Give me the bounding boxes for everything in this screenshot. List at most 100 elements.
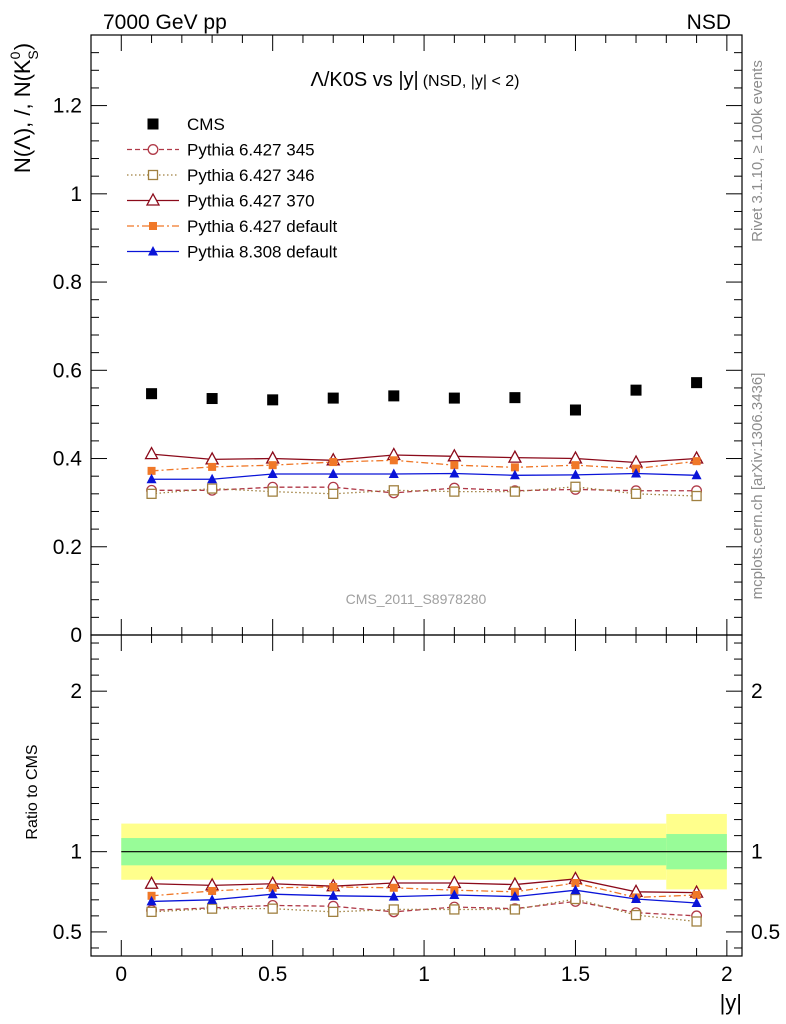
main-point-5-6 [509,469,520,480]
main-point-2-3 [328,488,339,499]
ratio-point-4-9 [691,897,702,908]
main-ytick-label: 0.2 [53,536,82,559]
main-point-4-6 [510,463,519,472]
legend-label-0: CMS [187,115,225,134]
main-point-0-0 [146,388,158,400]
ratio-point-3-7 [571,878,580,887]
main-point-4-1 [208,462,217,471]
ratio-point-1-1 [206,903,218,914]
main-point-0-7 [569,404,581,416]
main-point-4-7 [571,461,580,470]
main-point-0-1 [206,393,218,405]
ratio-series-4 [146,884,702,908]
legend-marker-1 [147,144,159,155]
legend-item-1: Pythia 6.427 345 [127,141,315,160]
main-point-0-5 [448,392,460,404]
ratio-series-1 [146,893,702,927]
ratio-point-4-6 [509,891,520,901]
main-point-3-6 [507,449,523,463]
main-panel: 0 0.2 0.4 0.6 0.8 1 1.2 CMS_2011_S8978280 Λ/K0… [7,34,743,647]
main-point-2-2 [267,486,278,497]
legend-item-0: CMS [147,115,225,134]
ratio-ytick-label: 2 [70,680,82,703]
ratio-point-4-1 [207,894,218,904]
ratio-point-4-7 [570,884,581,895]
main-point-0-6 [509,392,521,404]
legend-marker-2 [147,169,159,181]
legend-item-3: Pythia 6.427 370 [127,192,315,211]
y-axis-label-sup: 0 [7,51,23,59]
ratio-series-line-1 [151,898,697,923]
y-axis-label-sub: S [25,50,41,59]
legend-label-1: Pythia 6.427 345 [187,141,315,160]
main-series-line-2 [151,486,697,497]
ratio-point-3-1 [208,886,217,895]
main-point-5-1 [207,473,218,484]
main-point-0-4 [388,390,400,402]
ratio-series-line-4 [151,889,697,904]
main-series-line-1 [151,486,697,494]
legend-label-5: Pythia 8.308 default [187,243,338,262]
ratio-point-1-2 [267,903,278,914]
legend-item-5: Pythia 8.308 default [127,243,338,262]
rivet-label: Rivet 3.1.10, ≥ 100k events [749,60,766,242]
ratio-series-line-2 [151,878,697,894]
ratio-xtick-label: 1 [418,963,430,986]
main-ytick-label: 0.6 [53,359,82,382]
ratio-point-4-3 [328,890,339,900]
main-point-4-4 [389,456,398,465]
ratio-xtick-label: 1.5 [561,963,590,986]
main-series-line-4 [151,459,697,472]
ratio-panel: 0.5 0.5 1 1 2 2 0 0.5 1 1.5 2 Ratio to CMS |y| [24,634,780,1015]
main-ytick-label: 1 [70,183,82,206]
legend-label-2: Pythia 6.427 346 [187,166,315,185]
ratio-point-3-3 [329,882,338,891]
ratio-panel-frame [90,634,743,957]
ratio-ytick-label: 1 [70,841,82,864]
ratio-point-1-9 [691,916,702,927]
ratio-point-1-4 [388,904,399,915]
ratio-series-line-3 [151,882,697,899]
main-series-1 [146,481,703,499]
main-point-0-9 [691,377,703,389]
main-point-4-9 [692,457,701,466]
legend-marker-5 [148,246,158,256]
main-ytick-label: 0 [70,624,82,647]
main-point-2-9 [691,490,702,502]
ratio-point-1-7 [570,893,581,905]
main-ytick-label: 0.4 [53,448,83,471]
main-point-4-2 [268,461,277,470]
main-point-5-4 [388,468,399,478]
main-point-5-3 [328,468,339,478]
watermark: CMS_2011_S8978280 [346,591,487,607]
main-series-0 [146,377,703,416]
ratio-point-4-4 [388,891,399,901]
main-point-0-3 [327,392,339,404]
y-axis-label: N(Λ), /, N(K0 S) [7,43,41,173]
legend-marker-0 [147,118,159,130]
legend-label-4: Pythia 6.427 default [187,217,338,236]
plot-title-main: Λ/K0S vs |y| [310,69,418,91]
main-point-2-1 [206,483,218,494]
main-series-line-5 [151,472,697,480]
ratio-ytick-label-right: 0.5 [751,921,780,944]
main-point-5-0 [146,473,157,484]
ratio-point-1-3 [328,906,339,918]
legend-item-2: Pythia 6.427 346 [127,166,315,185]
plot-title: Λ/K0S vs |y| (NSD, |y| < 2) [310,69,519,91]
legend-marker-4 [149,222,157,230]
main-point-2-4 [388,485,399,496]
main-series-5 [146,468,702,484]
legend: CMS Pythia 6.427 345 Pythia 6.427 346 Pythi… [127,115,338,262]
ratio-point-4-5 [449,889,460,900]
main-point-3-0 [144,446,159,460]
main-point-5-8 [631,468,642,478]
main-point-2-8 [630,488,642,499]
ratio-point-4-0 [146,895,157,906]
ratio-point-4-8 [631,893,642,904]
ratio-ytick-label-right: 1 [751,841,763,864]
ratio-point-3-4 [389,883,398,892]
main-point-3-5 [447,448,462,462]
ratio-xtick-label: 0.5 [258,963,287,986]
ratio-y-label: Ratio to CMS [24,744,41,839]
